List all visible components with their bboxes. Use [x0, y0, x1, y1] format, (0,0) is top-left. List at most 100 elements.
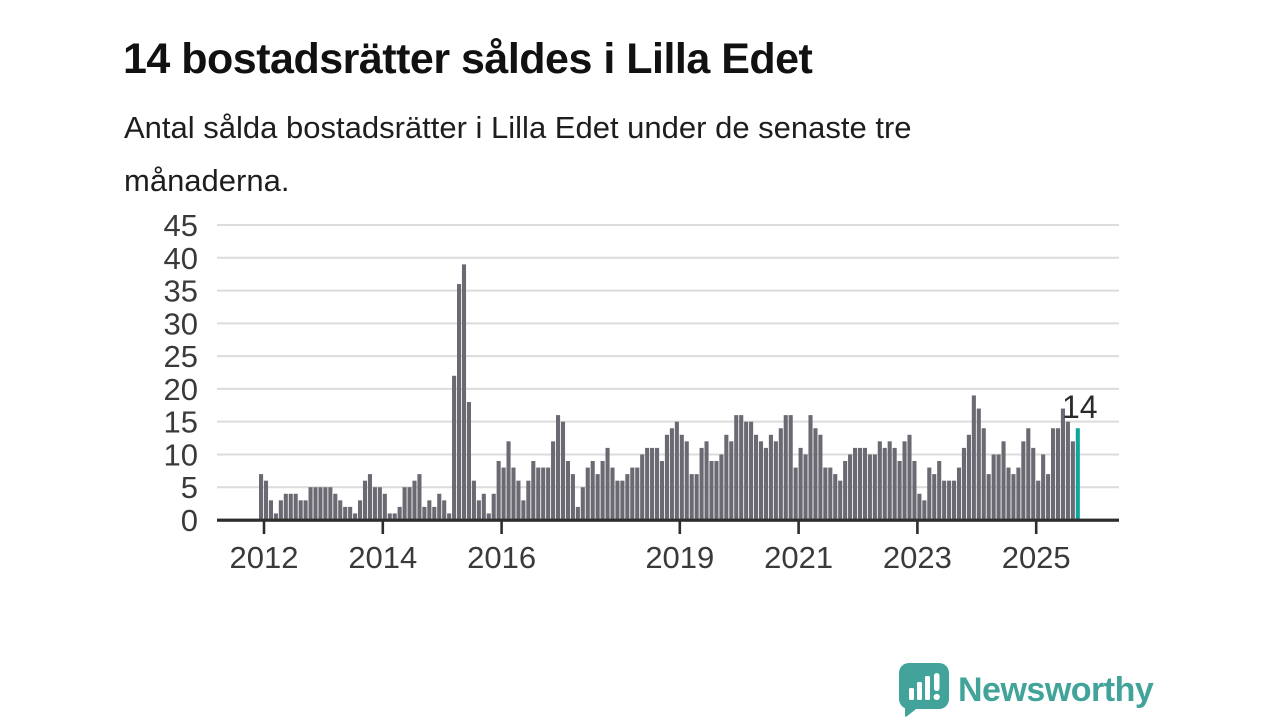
x-axis-label: 2019 [645, 540, 714, 575]
bar [273, 513, 278, 520]
bar [268, 500, 273, 520]
bar [932, 474, 937, 520]
bar [823, 467, 828, 520]
bar [556, 415, 561, 520]
bar [1031, 447, 1036, 520]
bar [877, 441, 882, 520]
y-axis-label: 30 [164, 306, 198, 341]
bar [432, 506, 437, 520]
y-axis-label: 35 [164, 274, 198, 309]
x-axis-label: 2025 [1002, 540, 1071, 575]
bar [952, 480, 957, 520]
last-value-label: 14 [1062, 389, 1098, 425]
bar [714, 461, 719, 520]
bar [362, 480, 368, 520]
bar [966, 434, 971, 520]
bar [417, 474, 422, 520]
bar [353, 513, 358, 520]
bar [659, 461, 665, 520]
bar [664, 434, 669, 520]
bar [853, 447, 858, 520]
bar [501, 467, 506, 520]
bar [570, 474, 575, 520]
bar [461, 264, 467, 520]
bar [961, 447, 966, 520]
bar [986, 474, 991, 520]
bar [575, 506, 580, 520]
logo-bar-medium-icon [917, 682, 922, 700]
x-axis-label: 2023 [883, 540, 952, 575]
logo-exclamation-dot-icon [933, 693, 940, 701]
bar [402, 487, 407, 520]
bar [595, 474, 600, 520]
bar [704, 441, 709, 520]
bar [783, 415, 788, 520]
bar [1051, 428, 1056, 520]
bar [333, 493, 338, 520]
bar [684, 441, 689, 520]
logo-bubble-tail [905, 705, 920, 717]
bar [788, 415, 793, 520]
logo-exclamation-bar-icon [934, 673, 940, 691]
chart-subtitle: Antal sålda bostadsrätter i Lilla Edet u… [124, 101, 912, 207]
logo-speech-bubble [899, 663, 949, 709]
bar [1046, 474, 1051, 520]
bar [560, 421, 566, 520]
bar [887, 441, 892, 520]
bar [580, 487, 585, 520]
bar [565, 461, 570, 520]
x-axis-label: 2014 [348, 540, 417, 575]
bar [640, 454, 645, 520]
bar [397, 506, 402, 520]
bar [838, 480, 843, 520]
bar [892, 447, 897, 520]
y-axis-label: 10 [164, 437, 198, 472]
bar [412, 480, 417, 520]
bar [625, 474, 630, 520]
bar [897, 461, 902, 520]
bar [758, 441, 764, 520]
bar [303, 500, 308, 520]
bar [1065, 421, 1070, 520]
bar [447, 513, 452, 520]
bar [818, 434, 823, 520]
bar [798, 447, 803, 520]
bar [679, 434, 684, 520]
bar [358, 500, 363, 520]
bar [372, 487, 377, 520]
bar [1060, 408, 1065, 520]
bar [808, 415, 813, 520]
bar [996, 454, 1001, 520]
bar [917, 493, 922, 520]
newsworthy-logo-icon [899, 663, 949, 717]
bar [471, 480, 476, 520]
bar [734, 415, 739, 520]
logo-bar-large-icon [925, 676, 930, 700]
bar [981, 428, 986, 520]
bar [392, 513, 397, 520]
bar [600, 461, 605, 520]
x-axis-label: 2021 [764, 540, 833, 575]
bar [521, 500, 526, 520]
bar [338, 500, 343, 520]
bar [857, 447, 863, 520]
page-title: 14 bostadsrätter såldes i Lilla Edet [123, 34, 813, 83]
bar [516, 480, 521, 520]
bar [862, 447, 867, 520]
bar [283, 493, 288, 520]
bar [605, 447, 610, 520]
bar [694, 474, 699, 520]
bar [422, 506, 427, 520]
bar [635, 467, 640, 520]
bar [452, 375, 457, 520]
bar [976, 408, 981, 520]
bar [318, 487, 323, 520]
bar [506, 441, 511, 520]
bar [803, 454, 808, 520]
bar [872, 454, 877, 520]
bar [813, 428, 818, 520]
bar [848, 454, 853, 520]
bar [947, 480, 952, 520]
bar [491, 493, 496, 520]
